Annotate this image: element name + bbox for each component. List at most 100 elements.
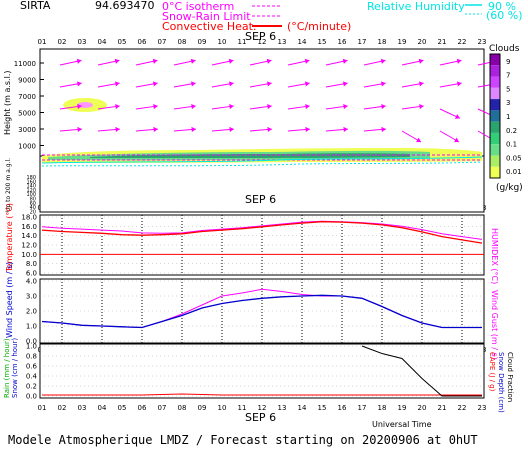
hour-tick-label: 12: [258, 38, 267, 46]
height-low-tick-label: 80: [30, 197, 36, 203]
wind-arrow-head: [115, 103, 120, 110]
wind-ylabel: Wind Speed (m / s): [5, 262, 14, 338]
wind-arrows: [59, 58, 500, 143]
hour-tick-label: 18: [378, 404, 387, 412]
wind-arrow-head: [267, 103, 272, 110]
height-tick-label: 1000: [18, 143, 36, 151]
colorbar-tick-label: 3: [506, 99, 510, 107]
hour-tick-label: 04: [98, 404, 107, 412]
y-tick-label: 1.0: [26, 323, 37, 331]
rh-60: (60 %): [486, 9, 523, 22]
wind-arrow-head: [305, 126, 310, 133]
wind-arrow-head: [153, 126, 158, 133]
hour-tick-label: 16: [338, 404, 347, 412]
wind-arrow-head: [419, 103, 424, 110]
hour-tick-label: 12: [258, 404, 267, 412]
date-label-bottom: SEP 6: [245, 411, 276, 424]
wind-arrow-head: [77, 103, 82, 110]
wind-arrow-head: [266, 58, 272, 64]
height-low-tick-label: 60: [30, 201, 36, 207]
wind-speed-series: [41, 294, 482, 329]
wind-arrow-head: [416, 137, 422, 143]
humidex-ylabel: HUMIDEX (°C): [490, 228, 499, 284]
hour-tick-label: 11: [238, 38, 247, 46]
hour-axis-top: 01 02 03 04 05 06 07 08 09 10 11 12 13 14 15 16 17 18 19 20…: [38, 38, 487, 46]
wind-arrow-head: [153, 103, 158, 110]
wind-arrow-head: [152, 81, 158, 87]
snow-ylabel: Snow (cm / hour): [11, 338, 19, 398]
hour-tick-label: 20: [418, 38, 427, 46]
temperature-panel: 18.016.014.0 12.010.08.0 6.0 Temperature (…: [5, 203, 499, 284]
colorbar-tick-label: 0.01: [506, 168, 522, 176]
hour-tick-label: 02: [58, 38, 67, 46]
y-tick-label: 0.8: [26, 353, 37, 361]
height-low-tick-label: 180: [26, 175, 36, 181]
rain-ylabel: Rain (mm / hour): [3, 338, 11, 398]
wind-arrow-head: [342, 81, 348, 87]
colorbar-tick-label: 0.1: [506, 141, 517, 149]
wind-arrow-head: [114, 81, 120, 87]
wind-arrow-head: [191, 126, 196, 133]
temperature-ylabel: Temperature (°C): [5, 203, 14, 273]
hour-tick-label: 07: [158, 38, 167, 46]
coords-label: 94.693470: [95, 0, 155, 12]
y-tick-label: 14.0: [21, 232, 37, 240]
hour-tick-label: 13: [278, 38, 287, 46]
colorbar-tick-label: 9: [506, 58, 510, 66]
wind-arrow-head: [190, 58, 196, 64]
height-low-tick-label: 120: [26, 188, 36, 194]
hour-tick-label: 03: [78, 38, 87, 46]
snowdepth-ylabel: Snow Depth (cm): [497, 352, 505, 413]
colorbar-tick-label: 7: [506, 72, 510, 80]
colorbar-segment: [490, 144, 500, 156]
height-yticks: 11000 9000 7000 5000 3000 1000: [14, 60, 44, 151]
height-ylabel-low: Up to 200 m a.g.l.: [5, 158, 12, 212]
height-panel-frame: [39, 48, 485, 157]
humidex-series: [41, 220, 483, 240]
wind-arrow-head: [77, 126, 82, 133]
colorbar-segment: [490, 166, 500, 178]
hour-tick-label: 23: [478, 404, 487, 412]
precip-frame: [39, 343, 485, 399]
hour-tick-label: 21: [438, 404, 447, 412]
wind-arrow-head: [266, 81, 272, 87]
header: SIRTA 94.693470 0°C isotherm Snow-Rain L…: [20, 0, 523, 43]
wind-arrow-head: [380, 58, 386, 64]
colorbar-segment: [490, 65, 500, 77]
colorbar-segment: [490, 87, 500, 100]
colorbar-frame: [489, 53, 501, 179]
hour-tick-label: 15: [318, 404, 327, 412]
wind-arrow-head: [152, 58, 158, 64]
colorbar-tick-label: 1: [506, 113, 510, 121]
wind-arrow-head: [342, 58, 348, 64]
wind-arrow-head: [456, 81, 462, 87]
hour-tick-label: 23: [478, 38, 487, 46]
rh-label: Relative Humidity: [367, 0, 465, 13]
wind-arrow-head: [456, 58, 462, 64]
hour-tick-label: 07: [158, 404, 167, 412]
hour-tick-label: 22: [458, 38, 467, 46]
hour-tick-label: 06: [138, 404, 147, 412]
colorbar-label: Clouds: [489, 44, 520, 54]
height-ylabel: Height (m a.s.l.): [3, 71, 12, 136]
y-tick-label: 0.0: [26, 393, 37, 401]
height-tick-label: 5000: [18, 110, 36, 118]
legend-convective: Convective Heat.: [162, 20, 256, 33]
height-low-tick-label: 160: [26, 179, 36, 185]
wind-arrow-head: [76, 58, 82, 64]
y-tick-label: 0.6: [26, 363, 38, 371]
hour-tick-label: 19: [398, 38, 407, 46]
date-label-2: SEP 6: [245, 193, 276, 206]
wind-arrow-head: [418, 81, 424, 87]
hour-tick-label: 21: [438, 38, 447, 46]
cloud-fraction-series: [361, 345, 482, 397]
y-tick-label: 3.0: [26, 293, 37, 301]
cloud-colorbar: 9 7 5 3 1 0.2 0.1 0.05 0.01: [489, 53, 522, 179]
wind-arrow-head: [115, 126, 120, 133]
y-tick-label: 1.0: [26, 343, 37, 351]
temperature-series: [41, 221, 483, 244]
wind-arrow-head: [229, 126, 234, 133]
cape-ylabel: CAPE (J / g): [488, 352, 496, 392]
